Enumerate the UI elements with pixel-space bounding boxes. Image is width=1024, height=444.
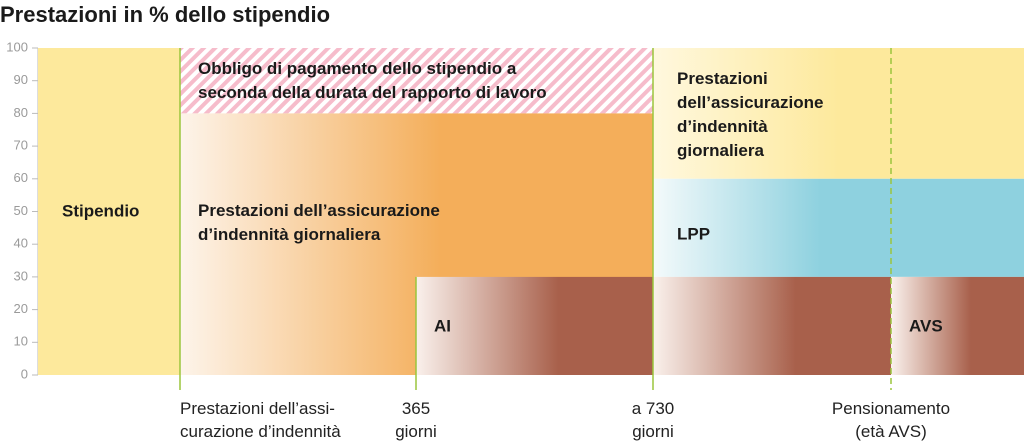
region-label: AVS [909,316,943,335]
region-label: AI [434,316,451,335]
y-tick-label: 60 [14,170,28,185]
region-label: Obbligo di pagamento dello stipendio a se… [198,59,547,102]
region [180,48,653,114]
region [891,276,1024,375]
region [653,276,891,375]
region [653,178,1024,277]
y-tick-label: 50 [14,203,28,218]
y-tick-label: 100 [6,39,28,54]
milestone-label: a 730 giorni [632,399,675,441]
milestone-label: Prestazioni dell’assi-curazione d’indenn… [180,399,341,441]
chart-title: Prestazioni in % dello stipendio [0,2,330,27]
region [416,276,653,375]
y-tick-label: 30 [14,268,28,283]
region-label: Prestazioni dell’assicurazione d’indennità… [677,69,823,160]
region [38,48,180,375]
y-tick-label: 80 [14,105,28,120]
milestone-label: Pensionamento (età AVS) [832,399,950,441]
y-tick-label: 40 [14,236,28,251]
region-label: Stipendio [62,201,139,220]
y-tick-label: 20 [14,301,28,316]
y-tick-label: 70 [14,138,28,153]
y-tick-label: 10 [14,334,28,349]
y-tick-label: 90 [14,72,28,87]
milestone-label: 365 giorni [395,399,437,441]
region [653,48,1024,179]
region-label: Prestazioni dell’assicurazione d’indennit… [198,201,440,244]
region-label: LPP [677,224,710,243]
y-tick-label: 0 [21,366,28,381]
